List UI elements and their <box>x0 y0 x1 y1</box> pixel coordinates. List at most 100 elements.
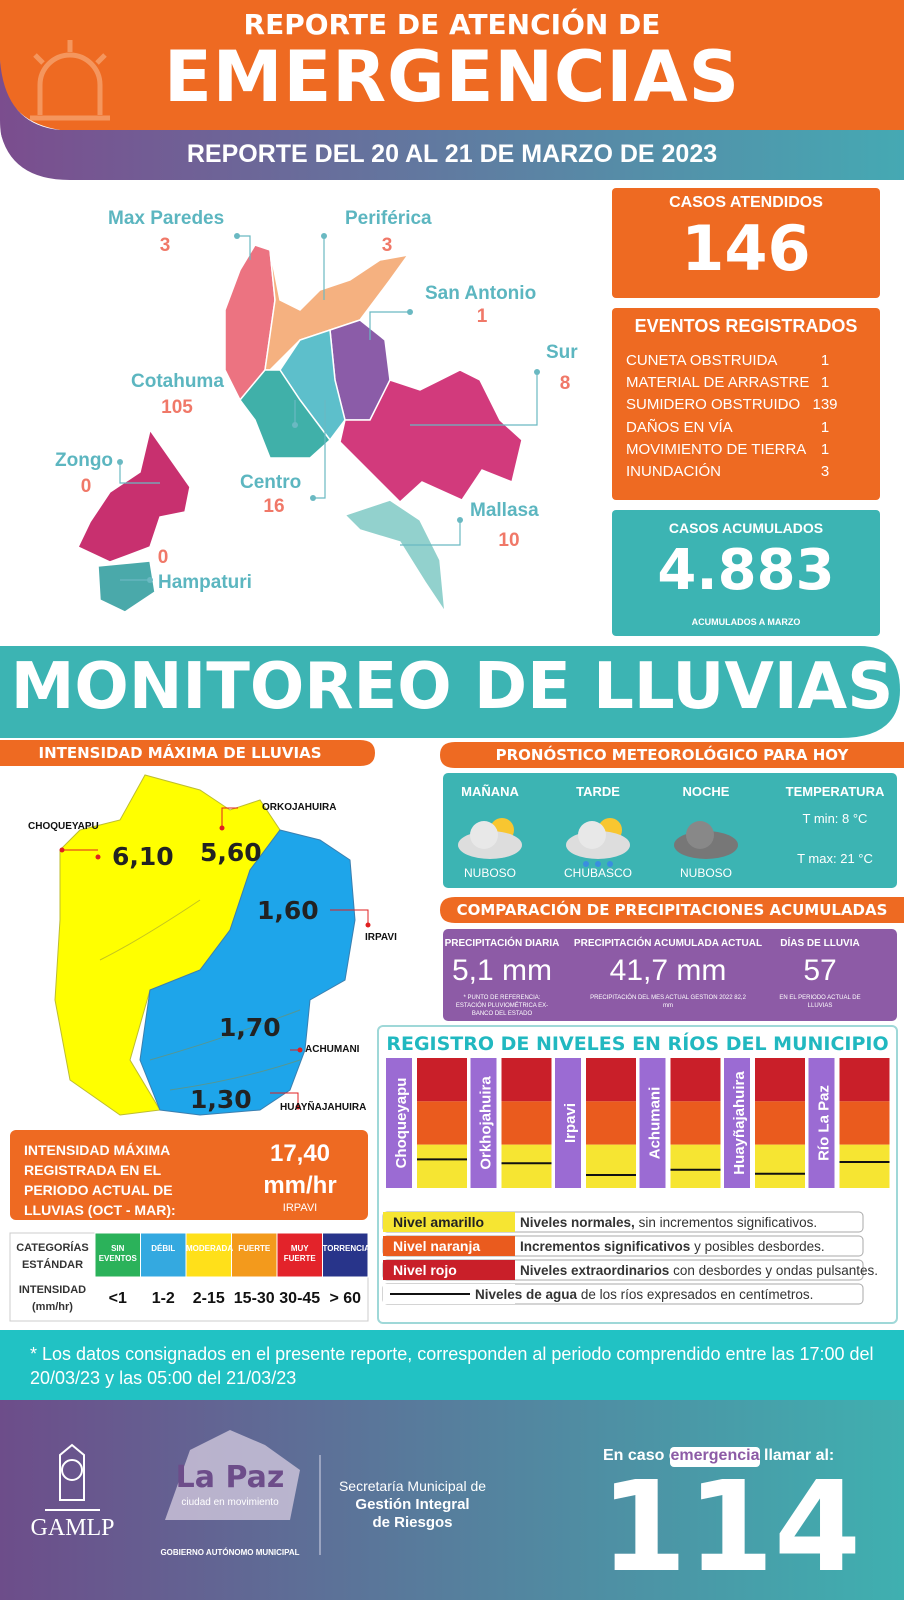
basin-name: ACHUMANI <box>305 1044 360 1055</box>
level-yellow <box>839 1144 890 1188</box>
basin-intensity: 1,60 <box>257 896 319 925</box>
district-cases: 16 <box>263 496 285 517</box>
event-count: 1 <box>820 374 830 392</box>
river-label-box <box>808 1058 835 1188</box>
category-range: > 60 <box>329 1290 362 1307</box>
precipitation-title: COMPARACIÓN DE PRECIPITACIONES ACUMULADA… <box>456 901 888 919</box>
district-name: Zongo <box>55 450 114 471</box>
legend-label: Nivel rojo <box>393 1262 457 1278</box>
level-red <box>501 1058 552 1102</box>
district-name: San Antonio <box>425 283 537 304</box>
legend-description: y posibles desbordes. <box>690 1239 825 1254</box>
basin-intensity: 1,70 <box>219 1013 281 1042</box>
level-orange <box>755 1101 805 1145</box>
district-cases: 3 <box>381 235 393 256</box>
max-intensity-station: IRPAVI <box>282 1202 318 1214</box>
river-label-box <box>724 1058 750 1188</box>
event-count: 1 <box>820 352 830 369</box>
temperature-min: T min: 8 °C <box>802 811 868 826</box>
level-red <box>586 1058 636 1102</box>
district-name: Mallasa <box>470 500 539 521</box>
level-red <box>670 1058 721 1102</box>
event-count: 1 <box>820 440 830 458</box>
category-range: <1 <box>108 1290 127 1307</box>
header-title: EMERGENCIAS <box>163 36 741 118</box>
category-swatch <box>94 1232 141 1278</box>
level-red <box>417 1058 467 1102</box>
legend-swatch <box>383 1236 515 1256</box>
legend-emphasis: Niveles de agua <box>475 1287 578 1302</box>
event-count: 139 <box>812 396 838 414</box>
district-name: Cotahuma <box>131 371 224 392</box>
temperature-max: T max: 21 °C <box>797 851 873 866</box>
rain-drop <box>583 861 589 867</box>
basin-name: CHOQUEYAPU <box>28 821 99 832</box>
level-yellow <box>755 1144 805 1188</box>
table-row-label: INTENSIDAD (mm/hr) <box>18 1284 87 1313</box>
period-name: MAÑANA <box>461 784 519 799</box>
max-intensity-value: 17,40 <box>269 1140 331 1167</box>
cloud-icon <box>578 821 606 849</box>
level-orange <box>501 1101 552 1145</box>
event-name: SUMIDERO OBSTRUIDO <box>626 396 801 414</box>
precip-name: PRECIPITACIÓN DIARIA <box>444 938 560 949</box>
max-intensity-unit: mm/hr <box>263 1172 337 1199</box>
legend-text: Niveles de agua de los ríos expresados e… <box>475 1287 813 1302</box>
intensity-title: INTENSIDAD MÁXIMA DE LLUVIAS <box>38 744 322 762</box>
call-prefix: En caso de <box>603 1447 688 1464</box>
call-suffix: llamar al: <box>764 1447 835 1464</box>
event-name: CUNETA OBSTRUIDA <box>626 352 778 369</box>
precip-value: 57 <box>803 954 837 987</box>
cloud-icon <box>470 821 498 849</box>
category-swatch <box>140 1232 187 1278</box>
call-highlight: emergencia <box>670 1447 760 1464</box>
period-name: TARDE <box>576 784 620 799</box>
accumulated-note: ACUMULADOS A MARZO <box>691 617 801 627</box>
cloud-icon <box>686 821 714 849</box>
legend-text: Niveles extraordinarios con desbordes y … <box>520 1263 878 1278</box>
district-cases: 0 <box>157 547 169 568</box>
legend-description: con desbordes y ondas pulsantes. <box>669 1263 878 1278</box>
city-slogan: ciudad en movimiento <box>181 1497 279 1508</box>
legend-label: Nivel amarillo <box>393 1214 485 1230</box>
level-red <box>755 1058 805 1102</box>
emblem-name: GAMLP <box>30 1515 115 1541</box>
accumulated-title: CASOS ACUMULADOS <box>668 520 824 536</box>
level-orange <box>839 1101 890 1145</box>
precip-value: 5,1 mm <box>451 954 553 987</box>
legend-emphasis: Niveles extraordinarios <box>520 1263 670 1278</box>
category-name: FUERTE <box>238 1244 271 1253</box>
period-sky: CHUBASCO <box>563 866 632 880</box>
category-name: MUY FUERTE <box>283 1244 316 1263</box>
event-count: 3 <box>820 463 830 480</box>
district-name: Max Paredes <box>108 208 225 229</box>
legend-label: Nivel naranja <box>393 1238 481 1254</box>
secretariat-line: Secretaría Municipal de <box>338 1478 487 1494</box>
river-label-box <box>386 1058 412 1188</box>
district-name: Periférica <box>345 208 432 229</box>
basin-intensity: 1,30 <box>190 1085 252 1114</box>
category-name: DÉBIL <box>151 1244 176 1253</box>
category-swatch <box>185 1232 232 1278</box>
district-name: Hampaturi <box>158 572 252 593</box>
river-label-box <box>639 1058 666 1188</box>
legend-description: de los ríos expresados en centímetros. <box>577 1287 814 1302</box>
district-cases: 3 <box>159 235 171 256</box>
table-header: CATEGORÍAS ESTÁNDAR <box>16 1242 89 1271</box>
river-name: Orkhojahuira <box>478 1076 495 1170</box>
legend-emphasis: Niveles normales, <box>520 1215 635 1230</box>
max-intensity-label: INTENSIDAD MÁXIMA REGISTRADA EN EL PERIO… <box>24 1142 176 1218</box>
district-cases: 105 <box>161 397 193 418</box>
district-name: Centro <box>240 472 302 493</box>
basin-name: ORKOJAHUIRA <box>262 802 337 813</box>
city-logo: La Paz <box>175 1460 285 1495</box>
district-cases: 0 <box>80 476 92 497</box>
basin-intensity: 6,10 <box>112 842 174 871</box>
precip-value: 41,7 mm <box>609 954 727 987</box>
legend-text: Incrementos significativos y posibles de… <box>520 1239 825 1254</box>
header-kicker: REPORTE DE ATENCIÓN DE <box>243 8 661 41</box>
legend-description: sin incrementos significativos. <box>634 1215 818 1230</box>
level-yellow <box>501 1144 552 1188</box>
